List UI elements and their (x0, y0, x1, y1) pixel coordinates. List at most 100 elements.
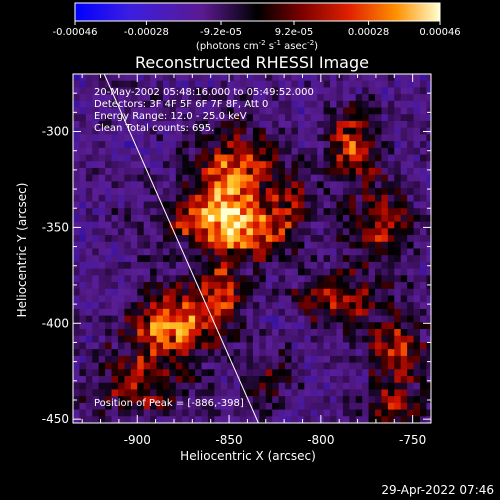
heatmap-cell (79, 288, 87, 297)
heatmap-cell (240, 221, 248, 229)
heatmap-cell (375, 201, 383, 209)
heatmap-cell (252, 201, 260, 209)
heatmap-cell (330, 188, 338, 196)
heatmap-cell (240, 396, 248, 404)
heatmap-cell (240, 295, 248, 303)
heatmap-cell (182, 181, 190, 189)
heatmap-cell (252, 241, 260, 250)
heatmap-cell (278, 134, 286, 142)
heatmap-cell (291, 402, 299, 411)
heatmap-cell (207, 396, 215, 404)
heatmap-cell (98, 107, 106, 115)
heatmap-cell (201, 282, 209, 290)
heatmap-cell (323, 214, 331, 223)
heatmap-cell (182, 362, 190, 370)
heatmap-cell (105, 167, 113, 176)
heatmap-cell (201, 329, 209, 337)
heatmap-cell (162, 308, 170, 317)
heatmap-cell (278, 295, 286, 303)
heatmap-cell (368, 107, 376, 115)
heatmap-cell (233, 302, 241, 310)
heatmap-cell (73, 181, 81, 189)
heatmap-cell (220, 322, 228, 330)
heatmap-cell (310, 147, 318, 156)
heatmap-cell (150, 248, 158, 256)
heatmap-cell (304, 120, 312, 129)
heatmap-cell (297, 161, 305, 169)
heatmap-cell (117, 416, 126, 423)
heatmap-cell (426, 201, 431, 209)
heatmap-cell (407, 94, 415, 102)
heatmap-cell (310, 342, 318, 350)
heatmap-cell (278, 322, 286, 330)
heatmap-cell (175, 174, 183, 182)
heatmap-cell (92, 161, 100, 169)
heatmap-cell (387, 214, 395, 223)
heatmap-cell (400, 315, 408, 323)
heatmap-cell (233, 409, 241, 417)
heatmap-cell (394, 255, 402, 263)
heatmap-cell (330, 275, 338, 283)
heatmap-cell (182, 288, 190, 297)
heatmap-cell (291, 369, 299, 377)
heatmap-cell (259, 127, 267, 136)
heatmap-cell (143, 80, 151, 89)
heatmap-cell (400, 127, 408, 136)
heatmap-cell (400, 201, 408, 209)
heatmap-cell (426, 221, 431, 229)
heatmap-cell (304, 248, 312, 256)
heatmap-cell (349, 201, 357, 209)
heatmap-cell (375, 120, 383, 129)
heatmap-cell (240, 355, 248, 364)
heatmap-cell (304, 362, 312, 370)
heatmap-cell (182, 423, 189, 430)
heatmap-cell (362, 235, 370, 243)
heatmap-cell (246, 221, 254, 229)
heatmap-cell (304, 268, 312, 276)
heatmap-cell (285, 181, 293, 189)
heatmap-cell (394, 423, 401, 430)
heatmap-cell (278, 188, 286, 196)
heatmap-cell (246, 416, 254, 423)
heatmap-cell (355, 389, 363, 397)
heatmap-cell (195, 100, 203, 109)
heatmap-cell (433, 155, 440, 162)
heatmap-cell (214, 127, 222, 136)
heatmap-cell (381, 167, 389, 176)
heatmap-cell (259, 114, 267, 122)
heatmap-cell (137, 248, 145, 256)
heatmap-cell (387, 188, 395, 196)
heatmap-cell (317, 141, 325, 149)
heatmap-cell (73, 248, 81, 256)
heatmap-cell (73, 154, 81, 162)
heatmap-cell (169, 409, 177, 417)
heatmap-cell (310, 167, 318, 176)
heatmap-cell (317, 255, 325, 263)
annotation-time-range: 20-May-2002 05:48:16.000 to 05:49:52.000 (94, 87, 314, 98)
heatmap-cell (124, 80, 132, 89)
heatmap-cell (175, 295, 183, 303)
heatmap-cell (278, 114, 286, 122)
heatmap-cell (349, 349, 357, 357)
heatmap-cell (195, 107, 203, 115)
heatmap-cell (117, 382, 126, 391)
heatmap-cell (265, 329, 273, 337)
heatmap-cell (92, 402, 100, 411)
heatmap-cell (150, 74, 158, 82)
heatmap-cell (394, 308, 402, 317)
heatmap-cell (220, 261, 228, 270)
heatmap-cell (291, 127, 299, 136)
heatmap-cell (342, 174, 350, 182)
heatmap-cell (342, 308, 350, 317)
heatmap-cell (201, 409, 209, 417)
heatmap-cell (297, 268, 305, 276)
heatmap-cell (137, 329, 145, 337)
heatmap-cell (85, 167, 93, 176)
heatmap-cell (407, 389, 415, 397)
heatmap-cell (137, 174, 145, 182)
heatmap-cell (407, 349, 415, 357)
heatmap-cell (368, 402, 376, 411)
heatmap-cell (419, 100, 428, 109)
heatmap-cell (137, 134, 145, 142)
heatmap-cell (426, 87, 431, 95)
